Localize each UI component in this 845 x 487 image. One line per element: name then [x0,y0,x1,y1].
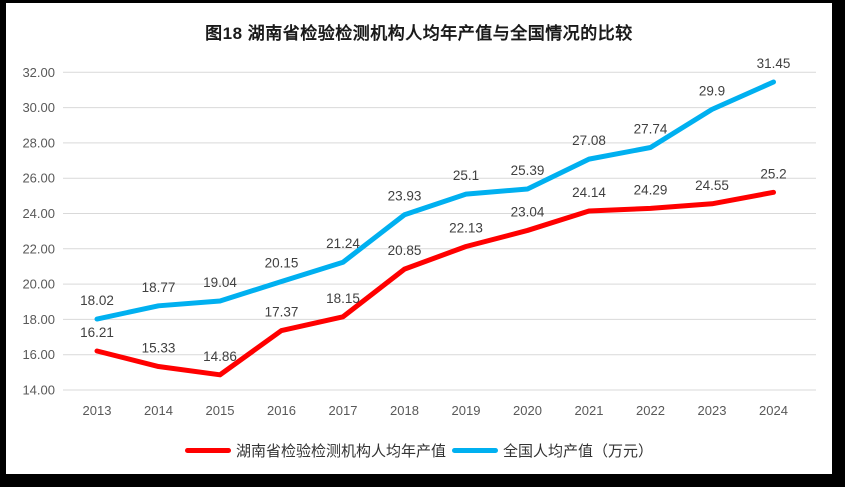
y-tick-label: 28.00 [22,135,55,150]
y-tick-label: 30.00 [22,100,55,115]
x-tick-label: 2021 [575,403,604,418]
chart-canvas: 图18 湖南省检验检测机构人均年产值与全国情况的比较 14.00 16.00 18.… [6,3,832,474]
y-tick-label: 18.00 [22,312,55,327]
data-label: 19.04 [203,275,237,290]
legend-item-national: 全国人均产值（万元） [452,440,653,461]
x-tick-label: 2020 [513,403,542,418]
y-tick-label: 24.00 [22,206,55,221]
data-label: 27.08 [572,133,606,148]
data-label: 20.85 [388,243,422,258]
data-label: 21.24 [326,236,360,251]
data-label: 24.29 [634,182,668,197]
legend-label-hunan: 湖南省检验检测机构人均年产值 [235,443,446,460]
y-tick-label: 20.00 [22,277,55,292]
data-label: 14.86 [203,349,237,364]
y-tick-label: 16.00 [22,347,55,362]
data-label: 29.9 [699,83,725,98]
x-tick-label: 2017 [329,403,358,418]
data-label: 23.93 [388,189,422,204]
data-label: 18.15 [326,291,360,306]
chart-title: 图18 湖南省检验检测机构人均年产值与全国情况的比较 [205,24,633,43]
chart-plot-area: 14.00 16.00 18.00 20.00 22.00 24.00 26.00 28.00… [22,56,816,418]
data-label: 23.04 [511,204,545,219]
y-tick-label: 32.00 [22,65,55,80]
x-tick-label: 2013 [83,403,112,418]
data-label: 25.1 [453,168,479,183]
legend-item-hunan: 湖南省检验检测机构人均年产值 [184,440,446,461]
blue-line-swatch-icon [452,448,498,453]
legend-label-national: 全国人均产值（万元） [503,443,654,460]
x-tick-label: 2018 [390,403,419,418]
x-tick-label: 2024 [759,403,788,418]
data-label: 15.33 [142,341,176,356]
series-line-1 [94,79,776,322]
data-label: 17.37 [265,305,299,320]
x-tick-label: 2022 [636,403,665,418]
x-tick-label: 2019 [452,403,481,418]
data-label: 24.55 [695,178,729,193]
y-tick-label: 26.00 [22,171,55,186]
y-tick-label: 14.00 [22,383,55,398]
data-label: 31.45 [757,56,791,71]
data-label: 27.74 [634,121,668,136]
series-line-0 [94,189,776,378]
data-label: 25.39 [511,163,545,178]
y-tick-label: 22.00 [22,241,55,256]
data-label: 16.21 [80,325,114,340]
data-label: 18.02 [80,293,114,308]
data-label: 20.15 [265,255,299,270]
x-tick-label: 2014 [144,403,173,418]
x-tick-label: 2023 [698,403,727,418]
data-label: 24.14 [572,185,606,200]
data-label: 25.2 [760,166,786,181]
red-line-swatch-icon [184,448,231,453]
x-tick-label: 2015 [206,403,235,418]
x-tick-label: 2016 [267,403,296,418]
chart-legend: 湖南省检验检测机构人均年产值 全国人均产值（万元） [6,440,832,461]
data-label: 18.77 [142,280,176,295]
data-label: 22.13 [449,221,483,236]
